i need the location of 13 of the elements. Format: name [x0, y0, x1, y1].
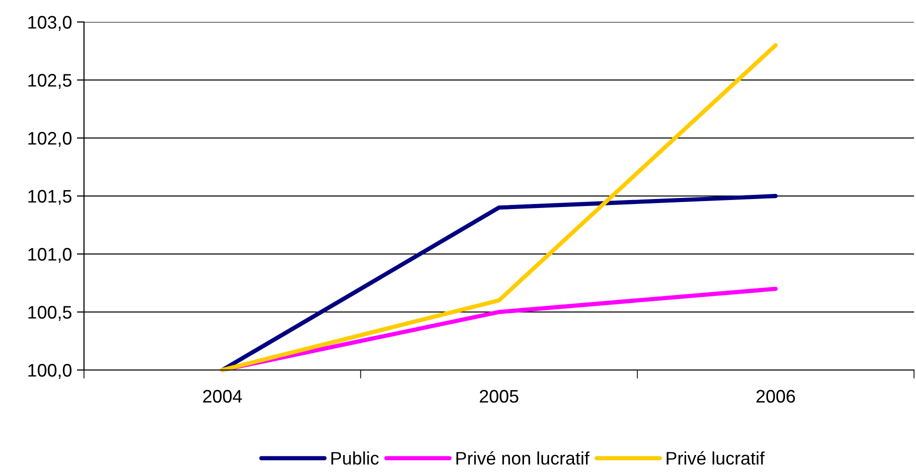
- y-tick-label: 101,0: [28, 248, 72, 263]
- y-tick-label: 100,5: [28, 306, 72, 321]
- y-tick-label: 102,5: [28, 74, 72, 89]
- y-tick-label: 100,0: [28, 364, 72, 379]
- x-tick-label: 2005: [480, 390, 518, 403]
- y-tick-label: 103,0: [28, 16, 72, 31]
- legend-label: Privé non lucratif: [456, 451, 590, 465]
- x-tick-label: 2004: [203, 390, 242, 403]
- legend-label: Privé lucratif: [666, 451, 765, 465]
- x-tick-label: 2006: [756, 390, 795, 403]
- legend-label: Public: [331, 451, 379, 465]
- y-tick-label: 102,0: [28, 132, 72, 147]
- y-tick-label: 101,5: [28, 190, 72, 205]
